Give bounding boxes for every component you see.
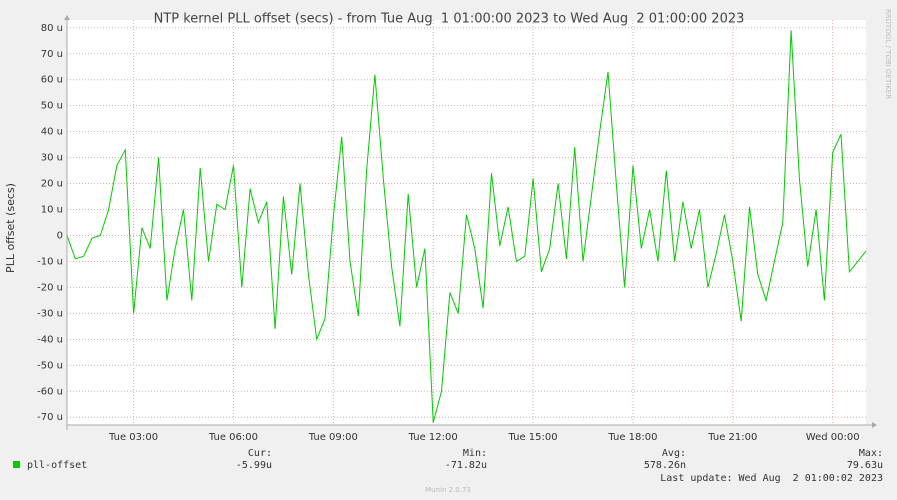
y-tick-label: 20 u: [41, 179, 63, 190]
stat-value: 578.26n: [644, 460, 686, 471]
y-tick-label: 10 u: [41, 205, 63, 216]
legend-label: pll-offset: [27, 460, 87, 471]
stat-label: Cur:: [248, 448, 272, 459]
footer: Munin 2.0.73: [425, 486, 471, 494]
stat-value: -71.82u: [445, 460, 487, 471]
x-tick-label: Tue 12:00: [408, 432, 458, 443]
last-update: Last update: Wed Aug 2 01:00:02 2023: [660, 473, 883, 484]
stat-value: 79.63u: [847, 460, 883, 471]
y-tick-label: -10 u: [37, 256, 63, 267]
x-tick-label: Tue 21:00: [707, 432, 757, 443]
y-tick-label: 70 u: [41, 49, 63, 60]
y-tick-label: 0: [57, 230, 63, 241]
x-tick-label: Tue 06:00: [208, 432, 258, 443]
y-tick-label: 60 u: [41, 75, 63, 86]
grid: [67, 20, 866, 425]
y-tick-label: -60 u: [37, 386, 63, 397]
chart-title: NTP kernel PLL offset (secs) - from Tue …: [154, 12, 745, 27]
y-tick-label: 40 u: [41, 127, 63, 138]
stat-label: Min:: [463, 448, 487, 459]
y-tick-label: 30 u: [41, 153, 63, 164]
watermark: RRDTOOL / TOBI OETIKER: [884, 9, 892, 99]
legend-swatch: [13, 461, 20, 468]
y-tick-label: 50 u: [41, 101, 63, 112]
y-arrow: [64, 15, 70, 20]
y-tick-label: -50 u: [37, 360, 63, 371]
y-tick-label: -30 u: [37, 308, 63, 319]
x-arrow: [872, 422, 877, 428]
x-tick-label: Tue 09:00: [308, 432, 358, 443]
stat-label: Avg:: [662, 448, 686, 459]
y-tick-label: -40 u: [37, 334, 63, 345]
y-tick-label: -20 u: [37, 282, 63, 293]
plot-area: [67, 20, 866, 425]
x-tick-label: Tue 18:00: [607, 432, 657, 443]
stat-value: -5.99u: [236, 460, 272, 471]
y-tick-label: 80 u: [41, 23, 63, 34]
series-line: [66, 30, 867, 423]
stat-label: Max:: [859, 448, 883, 459]
x-tick-label: Tue 15:00: [508, 432, 558, 443]
y-axis-label: PLL offset (secs): [4, 183, 17, 273]
x-tick-label: Wed 00:00: [806, 432, 860, 443]
x-tick-label: Tue 03:00: [108, 432, 158, 443]
y-tick-label: -70 u: [37, 412, 63, 423]
plot: [66, 30, 867, 423]
